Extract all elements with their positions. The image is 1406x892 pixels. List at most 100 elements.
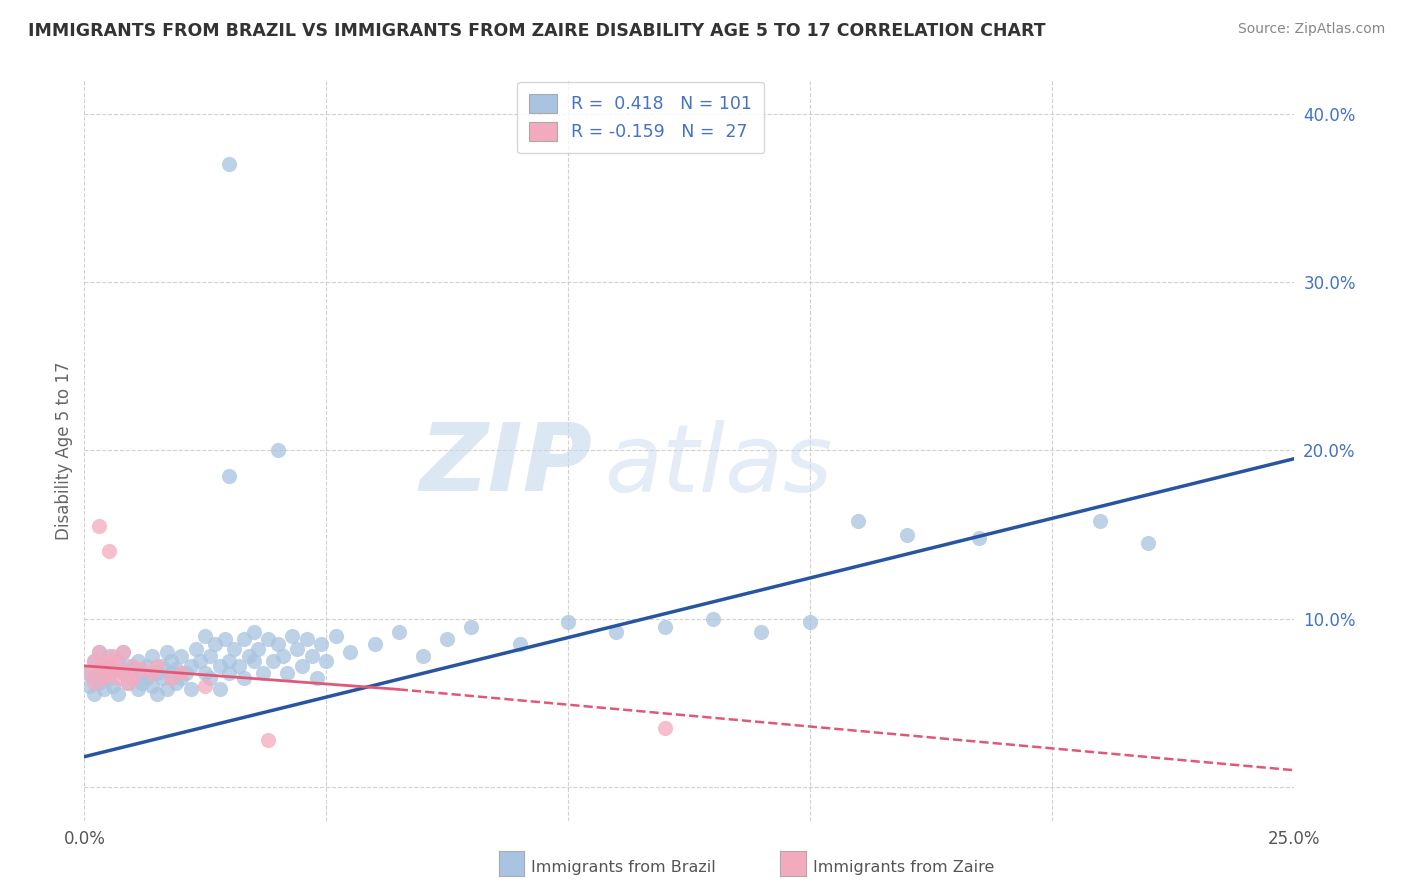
Point — [436, 632, 458, 646]
Point — [121, 658, 143, 673]
Point — [103, 648, 125, 663]
Point — [97, 671, 120, 685]
Point — [285, 642, 308, 657]
Point — [557, 615, 579, 629]
Point — [83, 654, 105, 668]
Point — [127, 654, 149, 668]
Point — [121, 662, 143, 676]
Point — [412, 648, 434, 663]
Point — [233, 671, 256, 685]
Point — [112, 665, 135, 680]
Point — [117, 675, 139, 690]
Point — [93, 658, 115, 673]
Point — [218, 654, 240, 668]
Point — [165, 675, 187, 690]
Point — [208, 682, 231, 697]
Point — [112, 645, 135, 659]
Point — [363, 637, 385, 651]
Point — [180, 658, 202, 673]
Point — [83, 688, 105, 702]
Point — [77, 665, 100, 680]
Point — [295, 632, 318, 646]
Y-axis label: Disability Age 5 to 17: Disability Age 5 to 17 — [55, 361, 73, 540]
Point — [97, 544, 120, 558]
Point — [218, 665, 240, 680]
Point — [276, 665, 298, 680]
Text: atlas: atlas — [605, 420, 832, 511]
Point — [146, 658, 169, 673]
Point — [194, 679, 217, 693]
Text: Immigrants from Brazil: Immigrants from Brazil — [531, 860, 716, 874]
Legend: R =  0.418   N = 101, R = -0.159   N =  27: R = 0.418 N = 101, R = -0.159 N = 27 — [517, 81, 763, 153]
Point — [121, 671, 143, 685]
Point — [257, 732, 280, 747]
Point — [896, 527, 918, 541]
Point — [146, 665, 169, 680]
Point — [160, 665, 183, 680]
Point — [97, 648, 120, 663]
Point — [281, 628, 304, 642]
Point — [339, 645, 361, 659]
Point — [509, 637, 531, 651]
Point — [242, 625, 264, 640]
Point — [654, 620, 676, 634]
Text: IMMIGRANTS FROM BRAZIL VS IMMIGRANTS FROM ZAIRE DISABILITY AGE 5 TO 17 CORRELATI: IMMIGRANTS FROM BRAZIL VS IMMIGRANTS FRO… — [28, 22, 1046, 40]
Point — [174, 665, 197, 680]
Point — [136, 671, 159, 685]
Point — [150, 658, 173, 673]
Point — [460, 620, 482, 634]
Point — [127, 682, 149, 697]
Point — [121, 671, 143, 685]
Point — [87, 645, 110, 659]
Point — [1137, 536, 1160, 550]
Point — [87, 675, 110, 690]
Point — [218, 157, 240, 171]
Point — [198, 671, 221, 685]
Point — [77, 679, 100, 693]
Point — [301, 648, 323, 663]
Text: ZIP: ZIP — [419, 419, 592, 511]
Point — [150, 671, 173, 685]
Point — [194, 665, 217, 680]
Point — [184, 642, 207, 657]
Point — [325, 628, 347, 642]
Point — [214, 632, 236, 646]
Point — [702, 612, 724, 626]
Text: Source: ZipAtlas.com: Source: ZipAtlas.com — [1237, 22, 1385, 37]
Text: Immigrants from Zaire: Immigrants from Zaire — [813, 860, 994, 874]
Point — [218, 468, 240, 483]
Point — [180, 682, 202, 697]
Point — [117, 675, 139, 690]
Point — [160, 654, 183, 668]
Point — [160, 671, 183, 685]
Point — [262, 654, 284, 668]
Point — [252, 665, 274, 680]
Point — [97, 665, 120, 680]
Point — [83, 654, 105, 668]
Point — [208, 658, 231, 673]
Point — [87, 662, 110, 676]
Point — [87, 662, 110, 676]
Point — [967, 531, 990, 545]
Point — [93, 671, 115, 685]
Point — [131, 662, 153, 676]
Point — [305, 671, 328, 685]
Point — [117, 658, 139, 673]
Point — [155, 682, 177, 697]
Point — [257, 632, 280, 646]
Point — [77, 665, 100, 680]
Point — [271, 648, 294, 663]
Point — [97, 654, 120, 668]
Point — [605, 625, 627, 640]
Point — [165, 662, 187, 676]
Point — [107, 688, 129, 702]
Point — [194, 628, 217, 642]
Point — [267, 637, 290, 651]
Point — [141, 679, 163, 693]
Point — [112, 645, 135, 659]
Point — [228, 658, 250, 673]
Point — [103, 679, 125, 693]
Point — [198, 648, 221, 663]
Point — [141, 665, 163, 680]
Point — [170, 671, 193, 685]
